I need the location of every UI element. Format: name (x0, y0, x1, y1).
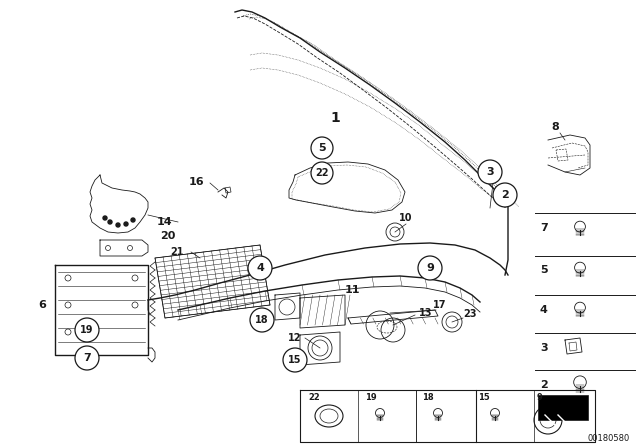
Circle shape (311, 137, 333, 159)
Text: 22: 22 (316, 168, 329, 178)
Text: 9: 9 (426, 263, 434, 273)
Text: 5: 5 (540, 265, 548, 275)
Text: 3: 3 (486, 167, 494, 177)
Text: 21: 21 (170, 247, 184, 257)
Bar (538, 395, 588, 420)
Text: 23: 23 (463, 309, 477, 319)
Text: 22: 22 (308, 393, 320, 402)
Circle shape (103, 216, 107, 220)
Circle shape (250, 308, 274, 332)
Text: 15: 15 (478, 393, 490, 402)
Text: 7: 7 (540, 223, 548, 233)
Text: 11: 11 (344, 285, 360, 295)
Text: 4: 4 (256, 263, 264, 273)
Text: 15: 15 (288, 355, 301, 365)
Circle shape (283, 348, 307, 372)
Text: 00180580: 00180580 (588, 434, 630, 443)
Text: 19: 19 (80, 325, 93, 335)
Text: 13: 13 (419, 308, 433, 318)
Text: 12: 12 (288, 333, 301, 343)
Text: 20: 20 (160, 231, 176, 241)
Circle shape (418, 256, 442, 280)
Circle shape (75, 318, 99, 342)
Text: 2: 2 (540, 380, 548, 390)
Circle shape (248, 256, 272, 280)
Circle shape (478, 160, 502, 184)
Text: 17: 17 (433, 300, 447, 310)
Circle shape (131, 218, 135, 222)
Text: 9: 9 (537, 393, 543, 402)
Text: 1: 1 (330, 111, 340, 125)
Circle shape (493, 183, 517, 207)
Circle shape (108, 220, 112, 224)
Text: 6: 6 (38, 300, 46, 310)
Text: 4: 4 (540, 305, 548, 315)
Text: 10: 10 (399, 213, 413, 223)
Text: 2: 2 (501, 190, 509, 200)
Circle shape (124, 222, 128, 226)
Text: 3: 3 (540, 343, 548, 353)
Text: 14: 14 (156, 217, 172, 227)
Circle shape (75, 346, 99, 370)
Text: 16: 16 (188, 177, 204, 187)
Circle shape (116, 223, 120, 227)
Text: 7: 7 (83, 353, 91, 363)
Circle shape (311, 162, 333, 184)
Text: 19: 19 (365, 393, 376, 402)
Text: 18: 18 (255, 315, 269, 325)
Text: 18: 18 (422, 393, 434, 402)
Text: 5: 5 (318, 143, 326, 153)
Text: 8: 8 (551, 122, 559, 132)
